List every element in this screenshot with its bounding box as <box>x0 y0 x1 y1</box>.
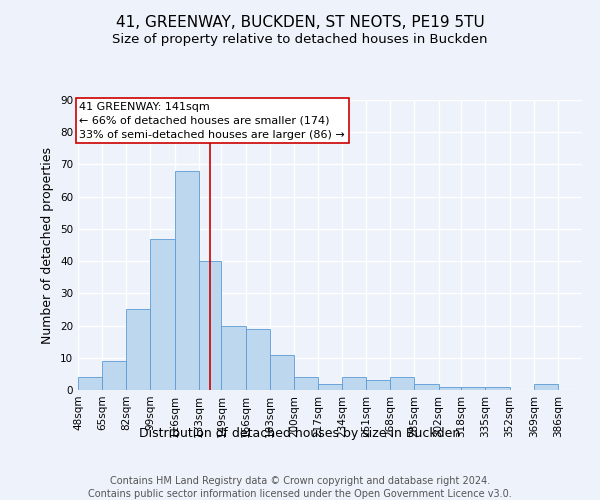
Text: 41, GREENWAY, BUCKDEN, ST NEOTS, PE19 5TU: 41, GREENWAY, BUCKDEN, ST NEOTS, PE19 5T… <box>116 15 484 30</box>
Bar <box>461 387 485 390</box>
Bar <box>175 171 199 390</box>
Bar <box>151 238 175 390</box>
Text: Size of property relative to detached houses in Buckden: Size of property relative to detached ho… <box>112 32 488 46</box>
Bar <box>294 377 318 390</box>
Bar <box>245 329 269 390</box>
Y-axis label: Number of detached properties: Number of detached properties <box>41 146 55 344</box>
Bar <box>221 326 245 390</box>
Bar <box>415 384 439 390</box>
Bar <box>439 387 461 390</box>
Text: Contains public sector information licensed under the Open Government Licence v3: Contains public sector information licen… <box>88 489 512 499</box>
Bar <box>391 377 415 390</box>
Bar <box>485 387 509 390</box>
Text: Contains HM Land Registry data © Crown copyright and database right 2024.: Contains HM Land Registry data © Crown c… <box>110 476 490 486</box>
Bar <box>366 380 391 390</box>
Bar <box>269 354 294 390</box>
Bar <box>318 384 342 390</box>
Bar <box>534 384 558 390</box>
Bar <box>342 377 366 390</box>
Text: Distribution of detached houses by size in Buckden: Distribution of detached houses by size … <box>139 428 461 440</box>
Bar <box>78 377 102 390</box>
Bar <box>102 361 126 390</box>
Text: 41 GREENWAY: 141sqm
← 66% of detached houses are smaller (174)
33% of semi-detac: 41 GREENWAY: 141sqm ← 66% of detached ho… <box>79 102 345 140</box>
Bar <box>199 261 221 390</box>
Bar <box>126 310 151 390</box>
